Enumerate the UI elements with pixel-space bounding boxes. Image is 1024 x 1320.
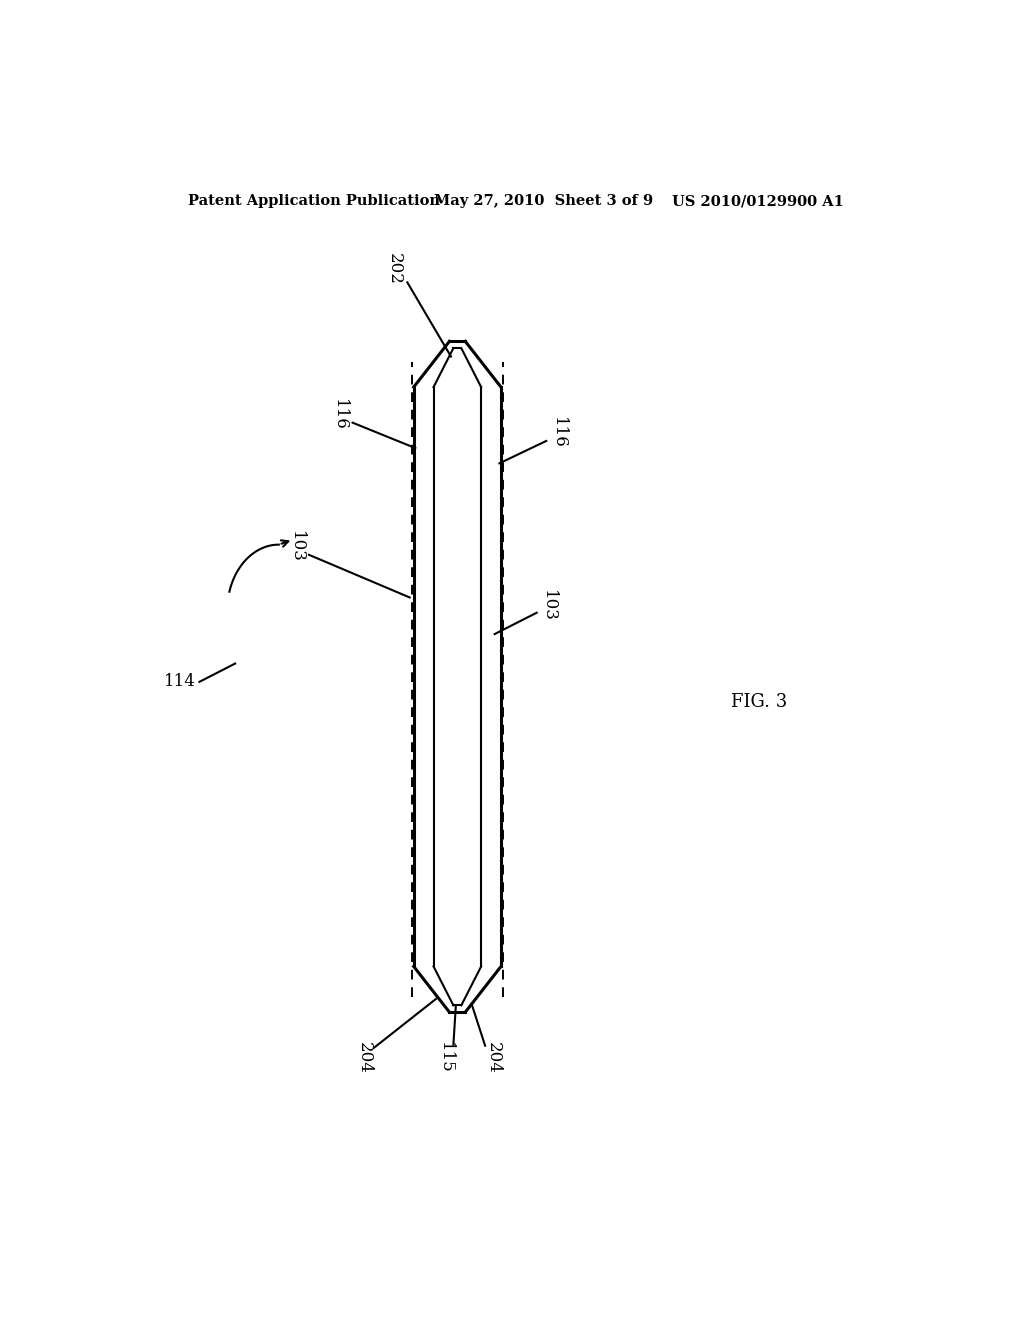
Text: May 27, 2010  Sheet 3 of 9: May 27, 2010 Sheet 3 of 9 xyxy=(433,194,652,209)
Text: US 2010/0129900 A1: US 2010/0129900 A1 xyxy=(672,194,844,209)
Text: 116: 116 xyxy=(332,399,348,430)
Text: Patent Application Publication: Patent Application Publication xyxy=(187,194,439,209)
Text: 116: 116 xyxy=(550,417,566,449)
Text: 114: 114 xyxy=(165,673,197,690)
Text: 103: 103 xyxy=(540,590,557,622)
Text: FIG. 3: FIG. 3 xyxy=(731,693,787,711)
Text: 204: 204 xyxy=(356,1041,373,1074)
Text: 103: 103 xyxy=(288,531,305,562)
Text: 202: 202 xyxy=(385,253,402,285)
Text: 115: 115 xyxy=(437,1041,454,1073)
Text: 204: 204 xyxy=(484,1041,502,1074)
